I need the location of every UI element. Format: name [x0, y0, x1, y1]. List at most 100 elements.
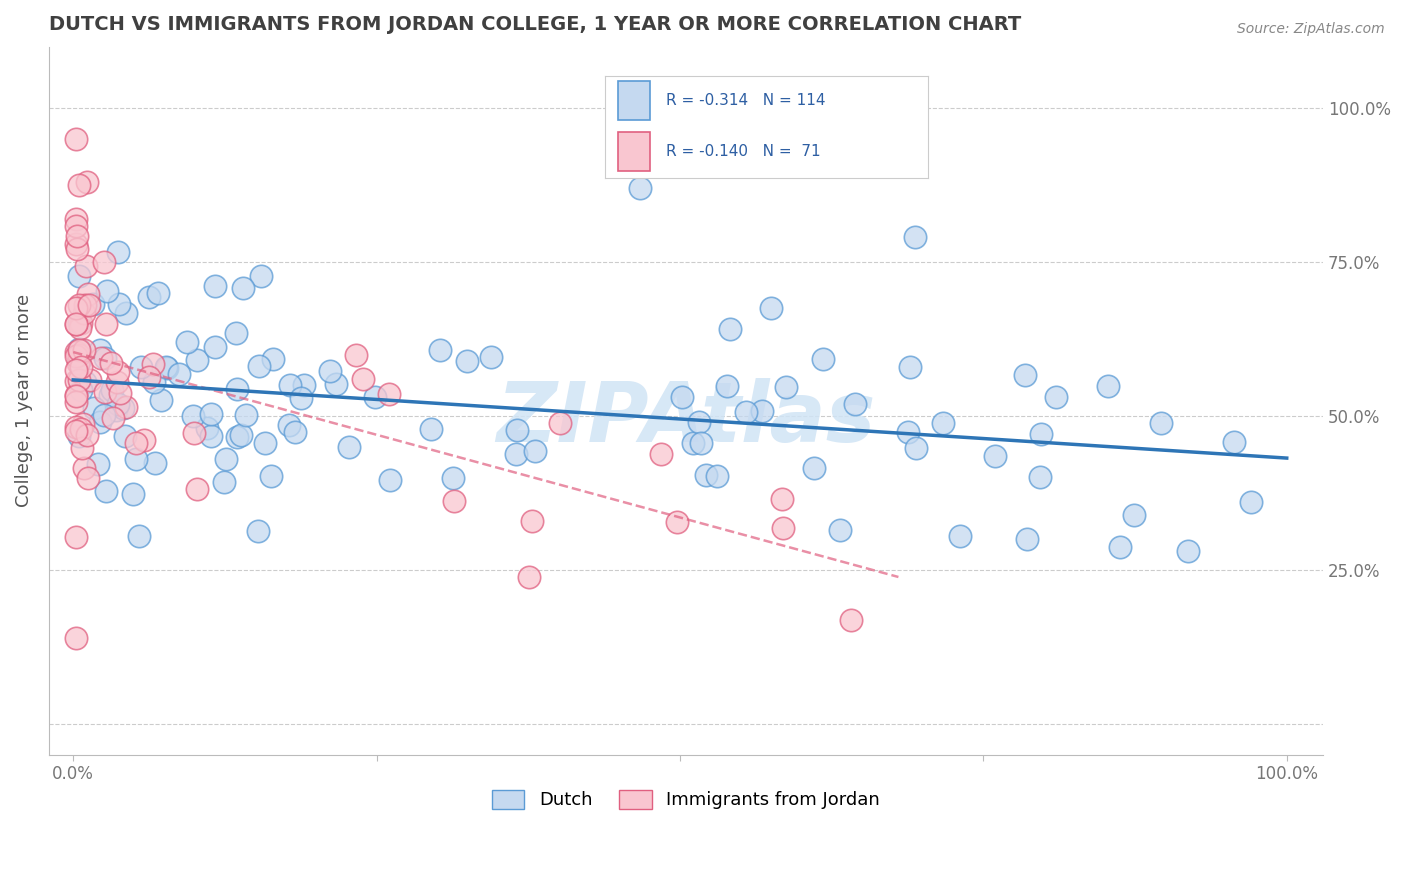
Point: [688, 415, 710, 429]
Point: [125, 435, 148, 450]
Point: [517, 570, 540, 584]
Point: [94, 484, 117, 499]
Point: [1017, 532, 1039, 546]
Point: [249, 268, 271, 283]
Point: [278, 377, 301, 392]
Point: [65, 317, 87, 331]
Point: [67, 355, 90, 369]
Point: [101, 384, 124, 398]
Point: [770, 491, 793, 506]
Point: [1177, 544, 1199, 558]
Point: [706, 469, 728, 483]
Point: [522, 514, 544, 528]
Point: [204, 278, 226, 293]
Point: [114, 429, 136, 443]
Point: [138, 290, 160, 304]
Point: [69, 360, 91, 375]
Text: R = -0.140   N =  71: R = -0.140 N = 71: [666, 145, 821, 160]
Point: [524, 444, 547, 458]
Point: [155, 359, 177, 374]
Point: [811, 352, 834, 367]
Point: [94, 318, 117, 332]
Point: [671, 390, 693, 404]
Point: [65, 394, 87, 409]
Point: [628, 181, 651, 195]
Point: [65, 631, 87, 645]
Point: [904, 229, 927, 244]
Point: [107, 397, 129, 411]
Point: [65, 317, 87, 331]
Point: [77, 471, 100, 485]
Point: [682, 436, 704, 450]
Point: [204, 340, 226, 354]
Point: [735, 405, 758, 419]
Point: [548, 417, 571, 431]
Point: [79, 373, 101, 387]
Point: [226, 382, 249, 396]
Point: [128, 529, 150, 543]
Point: [65, 363, 87, 377]
Point: [83, 401, 105, 415]
Point: [352, 372, 374, 386]
Point: [65, 301, 87, 315]
Point: [212, 475, 235, 489]
Point: [107, 296, 129, 310]
Point: [1108, 540, 1130, 554]
Point: [176, 334, 198, 349]
Point: [1223, 434, 1246, 449]
Point: [380, 473, 402, 487]
Point: [66, 229, 89, 244]
Point: [247, 524, 270, 539]
Point: [72, 417, 94, 431]
Point: [101, 411, 124, 425]
Point: [429, 343, 451, 357]
Point: [143, 375, 166, 389]
Point: [420, 422, 443, 436]
Point: [94, 384, 117, 399]
Point: [142, 357, 165, 371]
Text: ZIPAtlas: ZIPAtlas: [496, 378, 876, 459]
Point: [138, 369, 160, 384]
Point: [65, 349, 87, 363]
Point: [70, 422, 93, 436]
Point: [146, 286, 169, 301]
Point: [65, 388, 87, 402]
Point: [318, 364, 340, 378]
Point: [284, 425, 307, 439]
Point: [66, 356, 89, 370]
Point: [225, 326, 247, 340]
Point: [67, 352, 90, 367]
Point: [105, 376, 128, 390]
Point: [93, 254, 115, 268]
Point: [181, 409, 204, 424]
Point: [76, 428, 98, 442]
Point: [89, 415, 111, 429]
Legend: Dutch, Immigrants from Jordan: Dutch, Immigrants from Jordan: [485, 783, 887, 817]
Point: [949, 529, 972, 543]
Point: [904, 441, 927, 455]
Point: [67, 343, 90, 357]
Point: [65, 424, 87, 438]
Text: DUTCH VS IMMIGRANTS FROM JORDAN COLLEGE, 1 YEAR OR MORE CORRELATION CHART: DUTCH VS IMMIGRANTS FROM JORDAN COLLEGE,…: [49, 15, 1021, 34]
Point: [231, 428, 253, 442]
Point: [844, 397, 866, 411]
Point: [65, 219, 87, 233]
Point: [73, 343, 96, 358]
Point: [65, 388, 87, 402]
Point: [108, 386, 131, 401]
Point: [200, 407, 222, 421]
Point: [690, 435, 713, 450]
Point: [65, 420, 87, 434]
Point: [69, 321, 91, 335]
Point: [215, 452, 238, 467]
Point: [1123, 508, 1146, 522]
Point: [65, 530, 87, 544]
Point: [67, 178, 90, 192]
Point: [67, 268, 90, 283]
Bar: [617, 81, 650, 120]
Point: [290, 391, 312, 405]
Point: [70, 441, 93, 455]
Point: [650, 447, 672, 461]
Point: [79, 297, 101, 311]
Point: [94, 351, 117, 365]
